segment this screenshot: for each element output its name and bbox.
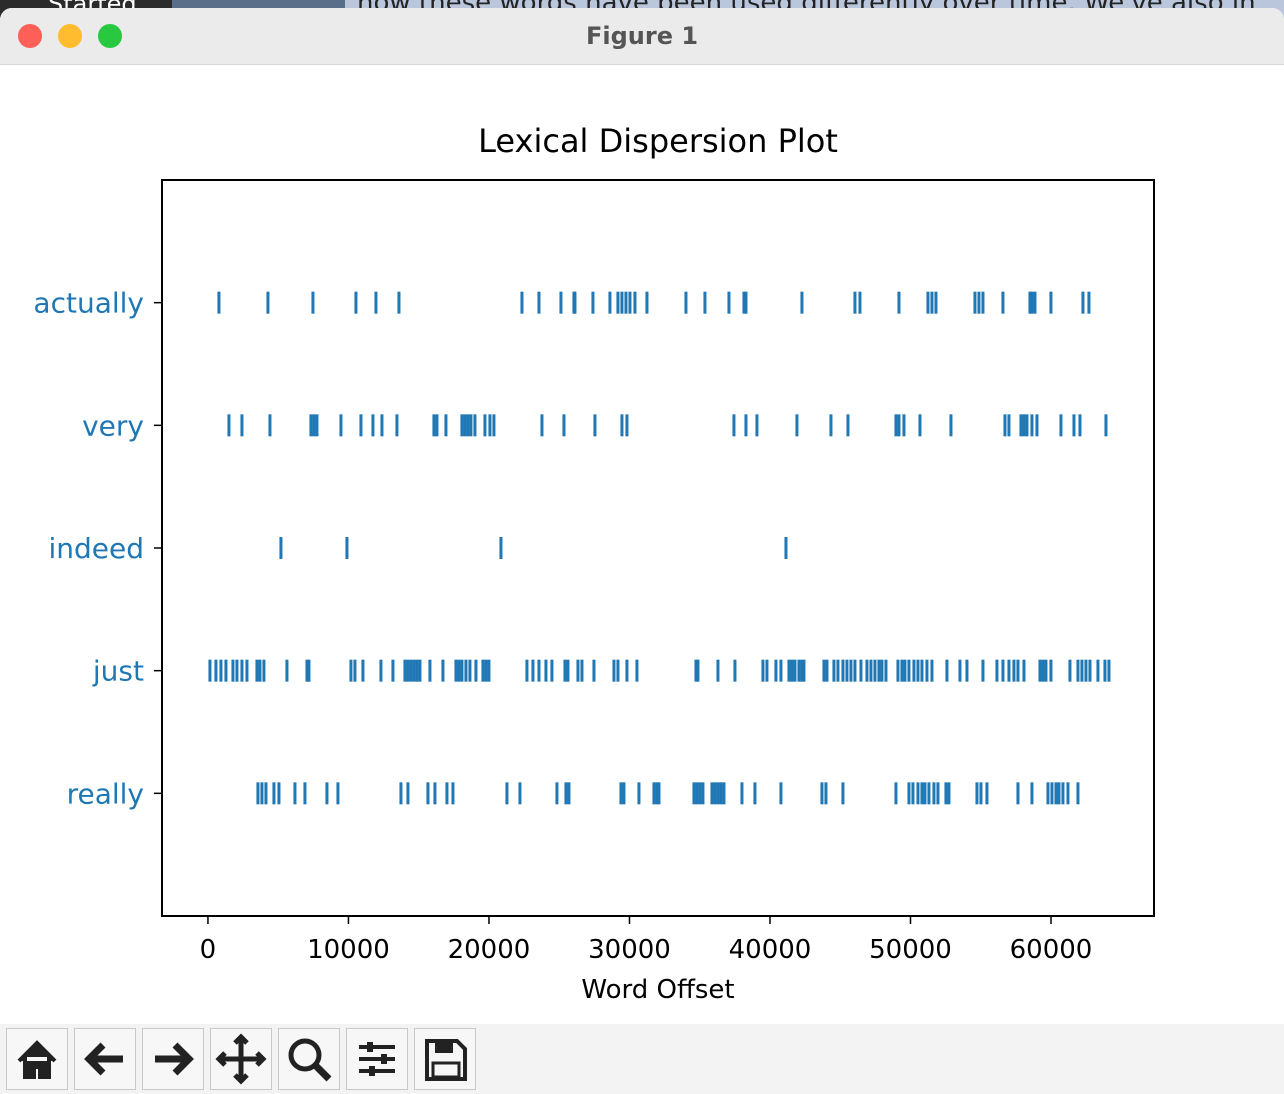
x-tick-label: 60000 bbox=[1010, 935, 1093, 965]
save-button[interactable] bbox=[414, 1028, 476, 1090]
home-button[interactable] bbox=[6, 1028, 68, 1090]
title-bar: Figure 1 bbox=[0, 8, 1284, 65]
x-tick-label: 10000 bbox=[307, 935, 390, 965]
chart-title: Lexical Dispersion Plot bbox=[478, 122, 838, 160]
y-tick-label: just bbox=[92, 655, 144, 688]
y-tick-label: really bbox=[67, 777, 144, 810]
y-tick-label: indeed bbox=[48, 532, 144, 565]
configure-button[interactable] bbox=[346, 1028, 408, 1090]
chart: Lexical Dispersion Plot 0 10000 20000 30000 4… bbox=[33, 122, 1155, 1005]
forward-button[interactable] bbox=[142, 1028, 204, 1090]
window: Figure 1 Lexical Dispersion Plot 0 10000 20… bbox=[0, 8, 1284, 1094]
pan-button[interactable] bbox=[210, 1028, 272, 1090]
y-tick-label: very bbox=[82, 409, 144, 442]
minimize-button[interactable] bbox=[58, 24, 82, 48]
y-tick-label: actually bbox=[33, 287, 144, 320]
plot-frame bbox=[161, 179, 1155, 917]
x-tick-label: 30000 bbox=[588, 935, 671, 965]
x-tick-label: 50000 bbox=[869, 935, 952, 965]
toolbar bbox=[0, 1024, 1284, 1094]
zoom-tool-button[interactable] bbox=[278, 1028, 340, 1090]
x-tick-label: 20000 bbox=[448, 935, 531, 965]
zoom-button[interactable] bbox=[98, 24, 122, 48]
x-tick-label: 0 bbox=[200, 935, 217, 965]
close-button[interactable] bbox=[18, 24, 42, 48]
x-tick-label: 40000 bbox=[729, 935, 812, 965]
window-title: Figure 1 bbox=[585, 22, 699, 50]
back-button[interactable] bbox=[74, 1028, 136, 1090]
x-axis-label: Word Offset bbox=[581, 975, 734, 1005]
